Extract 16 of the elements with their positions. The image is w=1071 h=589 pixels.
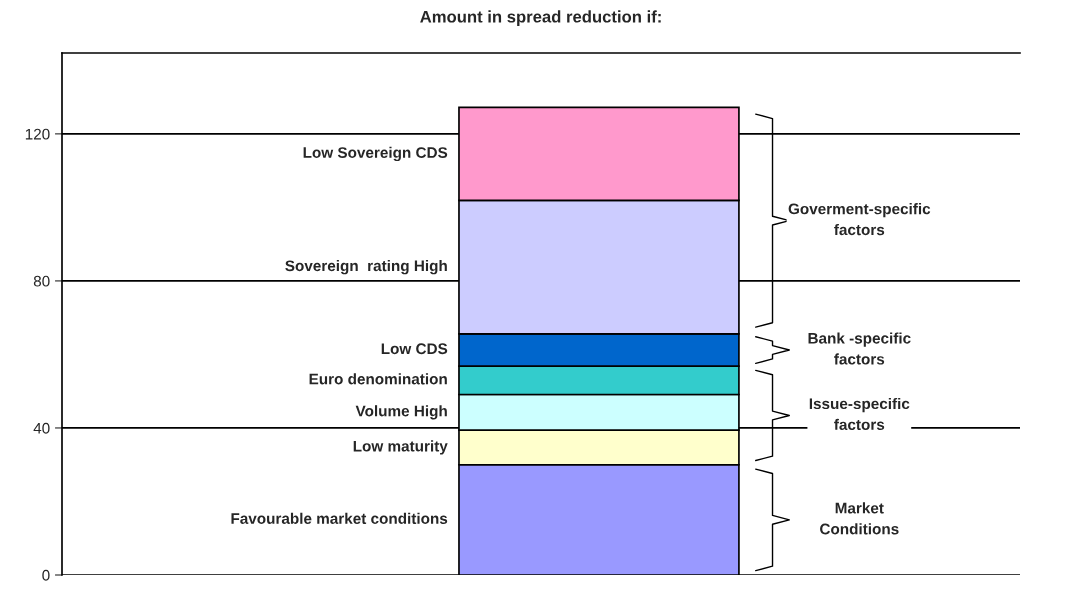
annotation: Market Conditions [820,502,899,535]
series-label: Low Sovereign CDS [303,146,448,162]
y-tick-label: 120 [25,128,50,140]
series-label: Euro denomination [309,373,447,385]
series-label: Low maturity [353,440,448,455]
annotation: Bank -specific factors [808,332,911,365]
y-tick-label: 0 [42,569,50,581]
series-label: Volume High [355,405,447,420]
y-tick-label: 40 [33,422,50,434]
annotation: Issue-specific factors [809,397,910,430]
series-label: Low CDS [381,343,448,355]
annotation: Goverment-specific factors [788,203,931,236]
y-tick-label: 80 [33,275,50,287]
series-label: Sovereign rating High [285,259,447,275]
chart-title: Amount in spread reduction if: [420,10,661,26]
series-label: Favourable market conditions [231,512,448,524]
